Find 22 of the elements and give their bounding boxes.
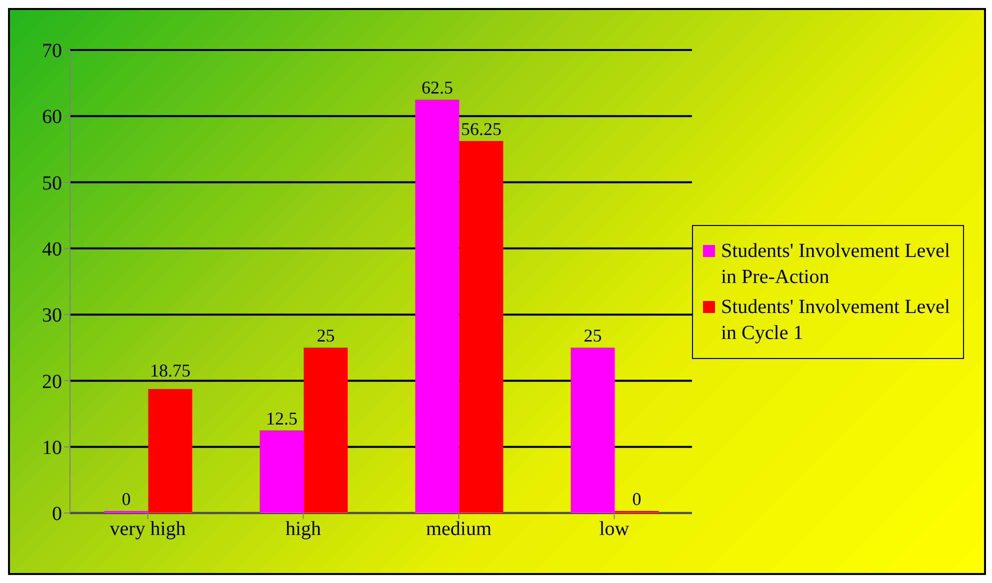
y-tick-label: 30 xyxy=(42,304,62,327)
y-tick-label: 10 xyxy=(42,436,62,459)
data-label: 18.75 xyxy=(150,360,190,381)
y-tick-label: 60 xyxy=(42,106,62,128)
x-tick-label: very high xyxy=(110,518,186,540)
y-tick-label: 20 xyxy=(42,370,62,393)
y-tick-label: 40 xyxy=(42,238,62,261)
x-tick-label: low xyxy=(599,518,630,540)
data-label: 25 xyxy=(584,326,602,346)
data-label: 12.5 xyxy=(266,408,298,428)
legend-label: Students' Involvement Level in Cycle 1 xyxy=(721,294,952,346)
data-label: 62.5 xyxy=(421,78,453,98)
data-label: 56.25 xyxy=(460,118,502,139)
data-label: 25 xyxy=(316,326,335,346)
x-tick-label: high xyxy=(285,518,322,540)
data-label: 0 xyxy=(632,489,642,509)
x-tick-label: medium xyxy=(426,518,492,540)
legend-label: Students' Involvement Level in Pre-Action xyxy=(721,238,952,290)
data-label: 0 xyxy=(122,489,131,509)
y-tick-label: 70 xyxy=(42,40,62,62)
y-tick-label: 0 xyxy=(52,503,62,526)
y-tick-label: 50 xyxy=(42,172,62,194)
